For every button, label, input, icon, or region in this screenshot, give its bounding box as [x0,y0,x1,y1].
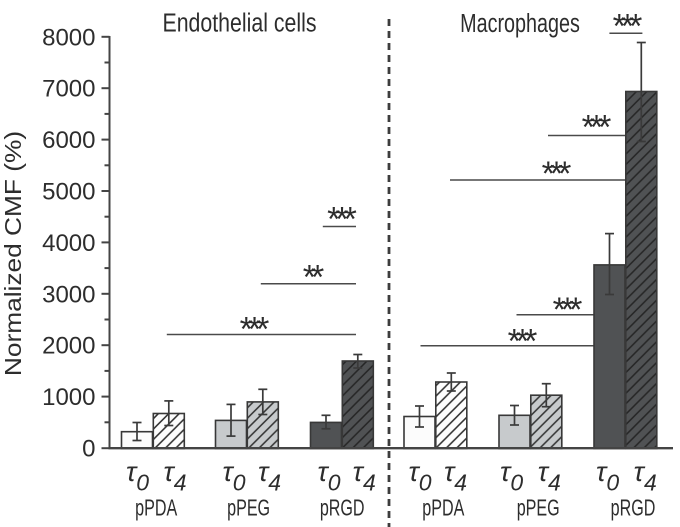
svg-text:8000: 8000 [42,24,95,51]
svg-text:Macrophages: Macrophages [460,8,580,37]
svg-text:pPDA: pPDA [422,496,465,521]
svg-text:pRGD: pRGD [320,496,365,521]
svg-text:Normalized CMF (%): Normalized CMF (%) [0,131,26,376]
svg-text:pRGD: pRGD [611,496,656,521]
svg-text:0: 0 [82,436,95,463]
svg-text:Endothelial cells: Endothelial cells [162,9,316,39]
svg-text:pPEG: pPEG [227,496,270,521]
svg-text:τ0: τ0 [317,456,340,496]
svg-text:3000: 3000 [42,281,95,308]
svg-text:pPDA: pPDA [135,496,178,521]
svg-text:5000: 5000 [42,179,95,206]
svg-text:7000: 7000 [42,76,95,103]
svg-text:2000: 2000 [42,333,95,360]
svg-text:4000: 4000 [42,230,95,257]
svg-text:pPEG: pPEG [517,496,560,521]
svg-text:1000: 1000 [42,384,95,411]
svg-text:τ4: τ4 [634,456,657,496]
svg-text:6000: 6000 [42,127,95,154]
